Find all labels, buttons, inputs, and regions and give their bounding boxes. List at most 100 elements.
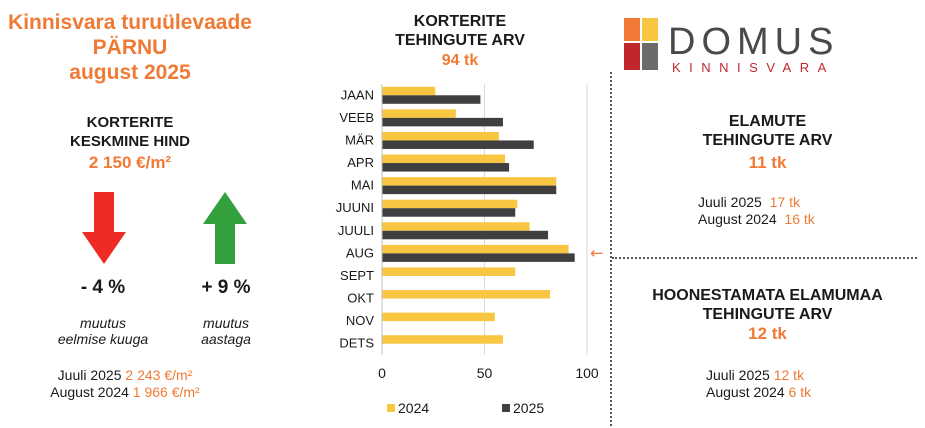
logo-subtitle: KINNISVARA (672, 60, 835, 75)
land-compare-row: Juuli 2025 12 tk (706, 367, 811, 384)
bar-2025-AUG (382, 253, 575, 262)
compare-label: Juuli 2025 (57, 367, 122, 383)
avg-price-heading: KORTERITE KESKMINE HIND (0, 113, 260, 151)
avg-price-value: 2 150 €/m² (88, 153, 172, 172)
logo-name: DOMUS (668, 21, 839, 63)
vertical-divider (610, 72, 612, 426)
bar-2024-JAAN (382, 86, 436, 96)
report-title-line2: PÄRNU (92, 36, 168, 59)
apartment-deals-bar-chart: JAAN VEEB MÄR APR MAI JUUNI JUULI AUG ← SEPT OKT NO… (336, 84, 603, 416)
bar-2024-VEEB (382, 109, 456, 118)
compare-label: Juuli 2025 (706, 367, 770, 383)
avg-price-compare: Juuli 2025 2 243 €/m² August 2024 1 966 … (0, 367, 250, 401)
compare-value: 12 tk (773, 367, 805, 383)
category-label: JUUNI (336, 200, 374, 215)
compare-value: 17 tk (769, 194, 800, 210)
bar-2025-VEEB (382, 117, 503, 127)
compare-label: Juuli 2025 (698, 194, 762, 210)
monthly-caption-line2: eelmise kuuga (57, 331, 149, 347)
houses-value: 11 tk (748, 153, 787, 172)
category-label: MAI (351, 178, 374, 193)
bar-2025-MÄR (382, 140, 534, 149)
land-heading-line1: HOONESTAMATA ELAMUMAA (652, 287, 883, 304)
down-arrow-red-icon (82, 192, 126, 264)
houses-compare-row: Juuli 2025 17 tk (698, 194, 815, 211)
legend-swatch-2025 (502, 404, 510, 412)
bar-2025-MAI (382, 185, 557, 195)
chart-title-line2: TEHINGUTE ARV (395, 32, 525, 49)
bar-2024-JUUNI (382, 199, 518, 209)
domus-logo: DOMUS KINNISVARA (624, 18, 839, 75)
report-title-line1: Kinnisvara turuülevaade (8, 11, 252, 34)
category-label: AUG (346, 245, 374, 260)
chart-title: KORTERITE TEHINGUTE ARV (360, 12, 560, 50)
category-label: MÄR (345, 132, 374, 147)
x-tick-label: 0 (378, 365, 386, 381)
yearly-caption-line2: aastaga (201, 331, 251, 347)
highlight-arrow-icon: ← (590, 243, 603, 262)
report-title-line3: august 2025 (69, 61, 191, 84)
land-value: 12 tk (748, 324, 787, 343)
category-label: JUULI (338, 223, 374, 238)
horizontal-divider (612, 257, 917, 259)
category-label: DETS (339, 336, 374, 351)
logo-square-orange (624, 18, 640, 41)
legend-label: 2024 (398, 400, 429, 416)
category-label: APR (347, 155, 374, 170)
compare-label: August 2024 (698, 211, 777, 227)
houses-heading-line2: TEHINGUTE ARV (702, 132, 833, 149)
compare-value: 16 tk (784, 211, 815, 227)
compare-value: 2 243 €/m² (125, 367, 193, 383)
x-tick-label: 50 (477, 365, 493, 381)
bar-2024-MAI (382, 177, 557, 186)
land-compare-row: August 2024 6 tk (706, 384, 811, 401)
bar-2025-APR (382, 163, 510, 172)
yearly-caption-line1: muutus (203, 315, 249, 331)
category-label: SEPT (340, 268, 374, 283)
bar-2024-NOV (382, 312, 495, 322)
bar-2025-JAAN (382, 95, 481, 104)
compare-label: August 2024 (706, 384, 785, 400)
bar-2025-JUULI (382, 230, 549, 240)
compare-value: 1 966 €/m² (132, 384, 200, 400)
avg-price-heading-line1: KORTERITE (86, 114, 174, 131)
chart-total-count: 94 tk (441, 52, 479, 69)
up-arrow-green-icon (203, 192, 247, 264)
avg-price-heading-line2: KESKMINE HIND (69, 133, 190, 150)
category-label: JAAN (341, 87, 374, 102)
monthly-change-caption: muutus eelmise kuuga (38, 315, 168, 347)
houses-heading-line1: ELAMUTE (728, 113, 807, 130)
bar-2024-JUULI (382, 222, 530, 231)
houses-heading: ELAMUTE TEHINGUTE ARV (615, 112, 920, 150)
compare-label: August 2024 (50, 384, 129, 400)
land-heading-line2: TEHINGUTE ARV (702, 306, 833, 323)
avg-compare-row: Juuli 2025 2 243 €/m² (0, 367, 250, 384)
bar-2024-APR (382, 154, 505, 164)
category-label: VEEB (339, 110, 374, 125)
houses-compare: Juuli 2025 17 tk August 2024 16 tk (698, 194, 815, 228)
land-heading: HOONESTAMATA ELAMUMAA TEHINGUTE ARV (615, 286, 920, 324)
chart-title-line1: KORTERITE (413, 13, 507, 30)
monthly-caption-line1: muutus (80, 315, 126, 331)
logo-square-grey (642, 43, 658, 70)
compare-value: 6 tk (788, 384, 812, 400)
x-tick-label: 100 (575, 365, 599, 381)
logo-square-red (624, 43, 640, 70)
yearly-change-caption: muutus aastaga (161, 315, 291, 347)
legend-label: 2025 (513, 400, 544, 416)
report-title: Kinnisvara turuülevaade PÄRNU august 202… (0, 10, 260, 85)
land-compare: Juuli 2025 12 tk August 2024 6 tk (706, 367, 811, 401)
bar-2024-OKT (382, 290, 551, 299)
bar-2024-MÄR (382, 131, 499, 141)
monthly-change: - 4 % (80, 277, 126, 298)
legend-swatch-2024 (387, 404, 395, 412)
category-label: OKT (347, 291, 374, 306)
bar-2024-SEPT (382, 267, 516, 276)
yearly-change: + 9 % (201, 277, 251, 298)
bar-2024-DETS (382, 335, 503, 344)
avg-compare-row: August 2024 1 966 €/m² (0, 384, 250, 401)
category-label: NOV (346, 313, 375, 328)
bar-2024-AUG (382, 244, 569, 254)
logo-square-yellow (642, 18, 658, 41)
bar-2025-JUUNI (382, 208, 516, 217)
